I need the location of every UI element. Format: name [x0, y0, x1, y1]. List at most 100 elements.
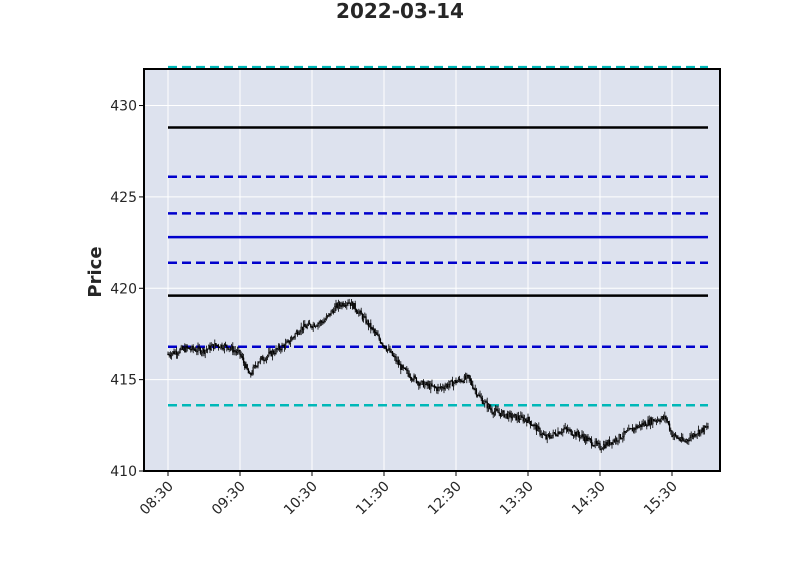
candle-body — [316, 325, 318, 327]
candle-body — [620, 437, 623, 440]
candle-body — [572, 434, 575, 437]
x-tick-label: 14:30 — [569, 479, 609, 519]
candle-body — [577, 431, 580, 436]
candle-body — [292, 337, 294, 339]
candle-body — [372, 327, 374, 331]
candle-body — [436, 387, 438, 392]
candle-body — [689, 437, 691, 441]
plot-frame — [143, 68, 721, 472]
candle-body — [307, 322, 310, 326]
candle-body — [344, 305, 347, 307]
candle-body — [593, 445, 595, 447]
candle-body — [271, 350, 274, 357]
candle-body — [432, 385, 434, 387]
candle-body — [607, 440, 610, 446]
candle-body — [462, 380, 464, 383]
candle-body — [262, 356, 264, 361]
candle-body — [703, 425, 706, 433]
candle-body — [263, 359, 265, 362]
candle-body — [686, 439, 689, 441]
candle-body — [564, 427, 566, 429]
candle-body — [402, 365, 404, 369]
candle-body — [637, 425, 640, 429]
candle-body — [678, 437, 680, 440]
y-axis: 410 415 420 425 430 — [110, 99, 144, 480]
candle-body — [540, 433, 542, 436]
candle-body — [280, 348, 282, 351]
candle-body — [500, 411, 503, 417]
candle-body — [502, 410, 504, 413]
x-tick-label: 13:30 — [497, 479, 537, 519]
candle-body — [516, 415, 518, 421]
candle-body — [578, 434, 581, 438]
candle-body — [412, 379, 414, 381]
candle-body — [491, 409, 493, 414]
candle-body — [211, 344, 214, 347]
candle-body — [331, 310, 334, 313]
candle-body — [486, 401, 488, 409]
candle-body — [613, 440, 616, 442]
candle-body — [472, 384, 474, 389]
candle-body — [282, 344, 284, 347]
candle-body — [565, 427, 568, 430]
candle-body — [656, 419, 659, 422]
candle-body — [178, 352, 180, 354]
candle-body — [510, 413, 512, 419]
candle-body — [529, 420, 532, 426]
candle-body — [169, 355, 172, 357]
candle-body — [694, 433, 696, 437]
candle-body — [511, 416, 514, 419]
candle-body — [479, 394, 481, 398]
candle-body — [415, 377, 418, 384]
y-tick-label: 430 — [110, 99, 137, 115]
candle-body — [702, 427, 704, 433]
candle-body — [233, 350, 235, 353]
candle-body — [248, 372, 251, 375]
candle-body — [370, 322, 372, 330]
candle-body — [341, 302, 343, 307]
candle-body — [454, 380, 456, 383]
candle-body — [590, 439, 593, 446]
candle-body — [680, 436, 683, 441]
candle-body — [635, 425, 637, 430]
candle-body — [188, 347, 191, 350]
candle-body — [410, 377, 413, 380]
candle-body — [340, 305, 342, 307]
candle-body — [520, 415, 522, 420]
candle-body — [236, 350, 239, 353]
candle-body — [506, 413, 509, 419]
candle-body — [299, 330, 301, 334]
candle-body — [444, 386, 446, 390]
candle-body — [234, 350, 236, 352]
candle-body — [294, 333, 296, 338]
candle-body — [414, 375, 416, 379]
candle-body — [277, 345, 280, 350]
candle-body — [391, 350, 394, 356]
candle-body — [326, 315, 329, 317]
candle-body — [240, 354, 242, 357]
candle-body — [611, 442, 613, 445]
candle-body — [328, 313, 330, 316]
candle-body — [569, 429, 571, 431]
candle-body — [550, 436, 552, 439]
candle-body — [427, 383, 430, 386]
candle-body — [643, 422, 646, 426]
candle-body — [238, 349, 240, 352]
candle-body — [518, 418, 521, 420]
candle-body — [323, 321, 325, 324]
candle-body — [659, 420, 661, 422]
candle-body — [355, 309, 358, 313]
candle-body — [508, 412, 510, 419]
candle-body — [455, 380, 457, 384]
candle-body — [624, 431, 626, 433]
candle-body — [487, 404, 490, 409]
candle-body — [528, 416, 530, 422]
candle-body — [278, 345, 281, 350]
candle-body — [574, 432, 576, 436]
candle-body — [258, 361, 260, 364]
candle-body — [545, 434, 547, 440]
candle-body — [588, 437, 590, 440]
candle-body — [209, 345, 211, 351]
candle-body — [541, 433, 544, 436]
